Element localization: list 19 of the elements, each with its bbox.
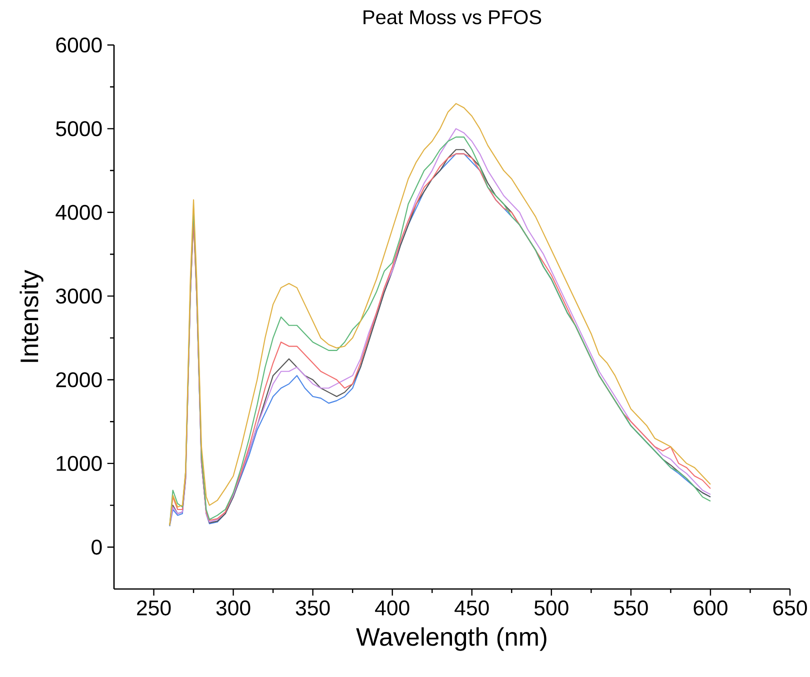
x-tick-label: 350 bbox=[296, 600, 330, 616]
x-tick-label: 400 bbox=[375, 600, 410, 616]
y-tick-label: 0 bbox=[92, 540, 102, 555]
x-axis-title: Wavelength (nm) bbox=[356, 627, 546, 651]
y-tick-label: 4000 bbox=[56, 204, 102, 220]
y-tick-label: 2000 bbox=[56, 372, 102, 388]
x-tick-label: 450 bbox=[454, 600, 489, 616]
x-tick-label: 600 bbox=[694, 600, 728, 616]
y-tick-label: 6000 bbox=[56, 37, 102, 53]
y-axis-title: Intensity bbox=[20, 270, 44, 362]
y-tick-label: 1000 bbox=[56, 456, 102, 472]
x-tick-label: 550 bbox=[614, 600, 648, 616]
y-tick-label: 5000 bbox=[56, 121, 102, 136]
x-tick-label: 500 bbox=[534, 600, 568, 616]
chart-title: Peat Moss vs PFOS bbox=[364, 10, 542, 24]
x-tick-label: 250 bbox=[137, 600, 171, 616]
y-tick-label: 3000 bbox=[56, 288, 102, 304]
x-tick-label: 650 bbox=[773, 600, 807, 616]
x-tick-label: 300 bbox=[216, 600, 250, 616]
